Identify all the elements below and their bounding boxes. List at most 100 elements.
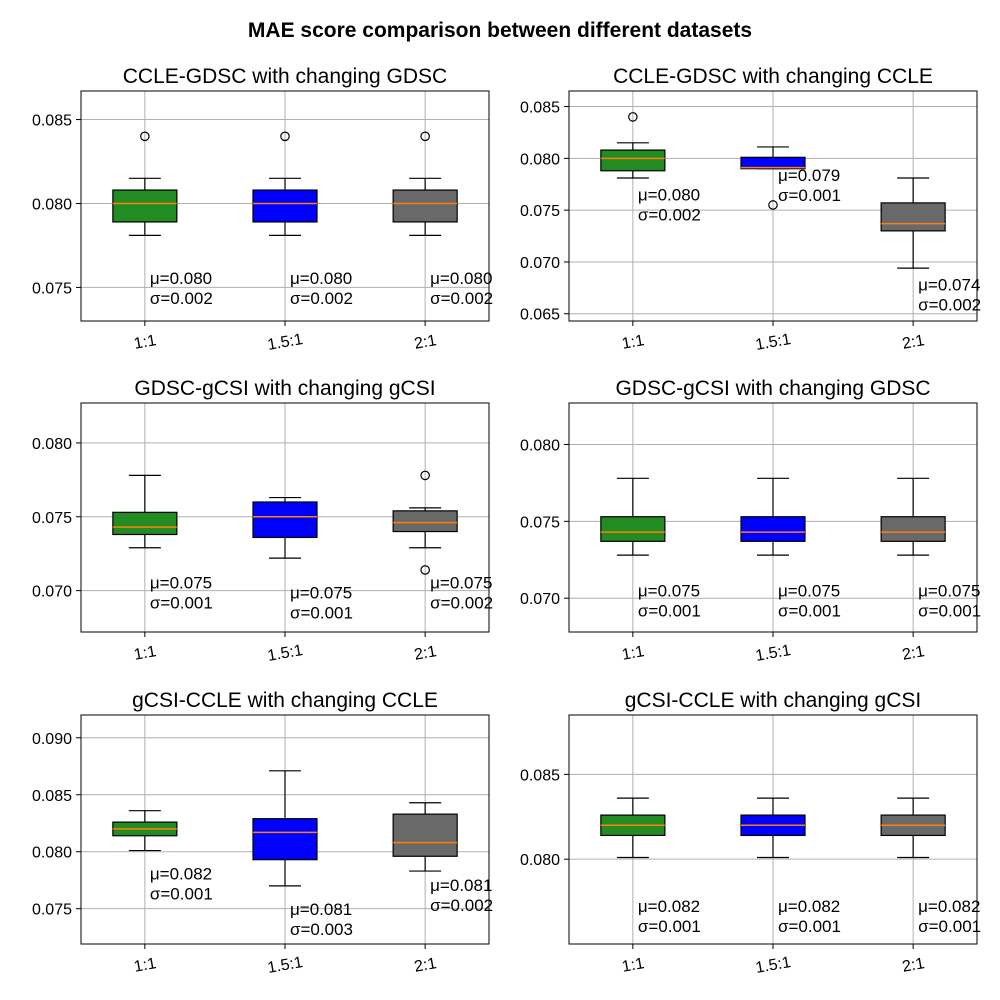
y-tick-label: 0.085	[32, 113, 72, 130]
panel-title: CCLE-GDSC with changing GDSC	[123, 65, 447, 88]
y-tick-label: 0.070	[32, 584, 72, 601]
box-body	[880, 516, 946, 542]
std-label: σ=0.002	[430, 593, 493, 612]
x-tick-label: 2:1	[901, 643, 926, 664]
box-body	[600, 516, 666, 542]
x-tick-label: 1.5:1	[754, 954, 792, 977]
y-tick-label: 0.085	[32, 788, 72, 805]
y-tick-label: 0.080	[32, 436, 72, 453]
box-body	[740, 156, 806, 170]
mean-label: μ=0.075	[638, 582, 700, 601]
x-tick-label: 1:1	[621, 332, 646, 353]
y-tick-label: 0.070	[520, 255, 560, 272]
x-tick-label: 1:1	[133, 955, 158, 976]
y-tick-label: 0.090	[32, 731, 72, 748]
axes-frame	[568, 402, 978, 633]
box-body	[600, 149, 666, 172]
mean-label: μ=0.075	[150, 573, 212, 592]
std-label: σ=0.003	[290, 920, 353, 939]
mean-label: μ=0.081	[430, 876, 492, 895]
y-tick-label: 0.080	[32, 845, 72, 862]
mean-label: μ=0.080	[150, 269, 212, 288]
std-label: σ=0.001	[778, 602, 841, 621]
mean-label: μ=0.079	[778, 166, 840, 185]
x-tick-label: 1.5:1	[754, 642, 792, 665]
y-tick-label: 0.075	[32, 280, 72, 297]
mean-label: μ=0.080	[638, 186, 700, 205]
outlier-point	[420, 565, 430, 575]
x-tick-label: 1:1	[133, 643, 158, 664]
chart-panel-6: gCSI-CCLE with changing gCSI 0.080 0.085 1:…	[520, 689, 981, 977]
std-label: σ=0.001	[150, 593, 213, 612]
mean-label: μ=0.082	[778, 897, 840, 916]
std-label: σ=0.002	[430, 896, 493, 915]
chart-panel-1: CCLE-GDSC with changing GDSC 0.075 0.080 0.…	[32, 65, 493, 354]
y-tick-label: 0.080	[520, 151, 560, 168]
std-label: σ=0.001	[638, 602, 701, 621]
outlier-point	[628, 112, 638, 122]
mean-label: μ=0.082	[638, 897, 700, 916]
outlier-point	[768, 200, 778, 210]
axes-frame	[80, 90, 490, 322]
x-tick-label: 2:1	[901, 955, 926, 976]
y-tick-label: 0.075	[32, 510, 72, 527]
outlier-point	[420, 470, 430, 481]
std-label: σ=0.001	[778, 917, 841, 936]
mean-label: μ=0.075	[778, 582, 840, 601]
y-tick-label: 0.080	[520, 852, 560, 869]
axes-frame	[80, 714, 490, 945]
y-tick-label: 0.075	[520, 203, 560, 220]
panel-title: GDSC-gCSI with changing gCSI	[134, 377, 435, 400]
std-label: σ=0.002	[918, 296, 981, 315]
box-body	[880, 202, 946, 232]
x-tick-label: 2:1	[901, 332, 926, 353]
x-tick-label: 2:1	[413, 332, 438, 353]
std-label: σ=0.001	[638, 917, 701, 936]
outlier-point	[140, 131, 150, 142]
x-tick-label: 2:1	[413, 955, 438, 976]
box-body	[252, 818, 318, 861]
box-body	[740, 516, 806, 542]
std-label: σ=0.002	[150, 289, 213, 308]
mean-label: μ=0.074	[918, 276, 980, 295]
x-tick-label: 1:1	[133, 332, 158, 353]
chart-panel-2: CCLE-GDSC with changing CCLE 0.065 0.070 0.…	[520, 65, 981, 354]
std-label: σ=0.001	[918, 917, 981, 936]
axes-frame	[568, 90, 978, 322]
y-tick-label: 0.085	[520, 767, 560, 784]
outlier-point	[420, 131, 430, 142]
std-label: σ=0.002	[430, 289, 493, 308]
y-tick-label: 0.075	[520, 514, 560, 531]
box-body	[392, 189, 458, 223]
y-tick-label: 0.080	[32, 196, 72, 213]
x-tick-label: 2:1	[413, 643, 438, 664]
mean-label: μ=0.080	[430, 269, 492, 288]
y-tick-label: 0.080	[520, 437, 560, 454]
panel-title: gCSI-CCLE with changing CCLE	[132, 689, 438, 712]
mean-label: μ=0.081	[290, 900, 352, 919]
box-body	[112, 511, 178, 536]
std-label: σ=0.002	[290, 289, 353, 308]
std-label: σ=0.001	[290, 604, 353, 623]
mean-label: μ=0.080	[290, 269, 352, 288]
outlier-point	[280, 131, 290, 142]
mean-label: μ=0.075	[430, 573, 492, 592]
x-tick-label: 1.5:1	[266, 331, 304, 354]
figure-title: MAE score comparison between different d…	[248, 19, 752, 42]
mean-label: μ=0.075	[290, 584, 352, 603]
chart-panel-4: GDSC-gCSI with changing GDSC 0.070 0.075 0.…	[520, 377, 981, 665]
x-tick-label: 1.5:1	[754, 331, 792, 354]
x-tick-label: 1.5:1	[266, 642, 304, 665]
